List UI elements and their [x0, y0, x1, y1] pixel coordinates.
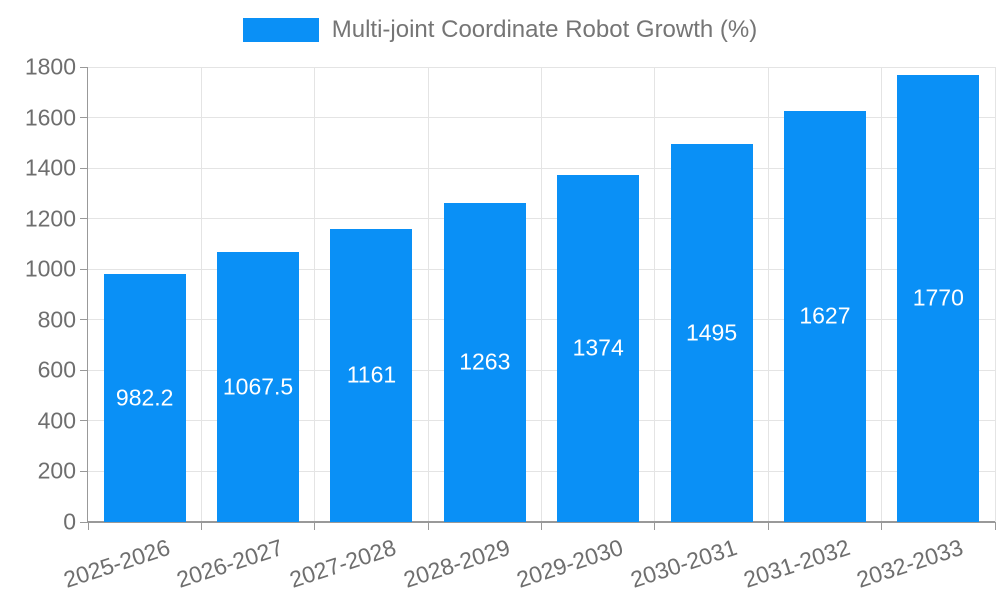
- bar[interactable]: [103, 273, 186, 522]
- gridline: [881, 67, 883, 522]
- y-axis-tick-label: 400: [37, 407, 76, 434]
- y-axis-tick: [80, 319, 88, 321]
- bar[interactable]: [557, 174, 640, 522]
- x-axis-line: [88, 521, 995, 523]
- x-axis-category-label-text: 2026-2027: [173, 534, 287, 593]
- legend-item[interactable]: Multi-joint Coordinate Robot Growth (%): [0, 16, 1000, 44]
- y-axis-tick-label: 0: [63, 508, 76, 535]
- gridline: [654, 67, 656, 522]
- gridline: [314, 67, 316, 522]
- y-axis-tick-label: 1600: [24, 104, 76, 131]
- x-axis-tick: [881, 522, 883, 530]
- x-axis-tick: [541, 522, 542, 530]
- x-axis-category-label-text: 2027-2028: [286, 534, 400, 593]
- x-axis-tick: [994, 522, 996, 530]
- y-axis-tick: [80, 268, 88, 270]
- x-axis-category-label-text: 2031-2032: [740, 534, 853, 593]
- y-axis-tick: [80, 218, 88, 220]
- x-axis-tick: [200, 522, 202, 530]
- x-axis-category-label-text: 2028-2029: [400, 534, 513, 593]
- x-axis-tick: [314, 522, 316, 530]
- x-axis-category-label-text: 2029-2030: [513, 534, 627, 593]
- legend-swatch-icon: [242, 18, 319, 42]
- y-axis-tick: [80, 167, 88, 169]
- y-axis-tick-label: 1400: [24, 154, 76, 181]
- y-axis-line: [87, 67, 88, 522]
- y-axis-tick-label: 600: [37, 356, 76, 383]
- y-axis-tick: [80, 420, 88, 422]
- y-axis-tick: [80, 521, 88, 523]
- bar[interactable]: [330, 228, 413, 522]
- y-axis-tick-label: 800: [37, 306, 76, 333]
- y-axis-tick: [80, 470, 88, 472]
- x-axis-tick: [767, 522, 769, 530]
- y-axis-tick-label: 1000: [24, 255, 76, 282]
- x-axis-tick: [427, 522, 429, 530]
- x-axis-category-label-text: 2032-2033: [853, 534, 967, 593]
- gridline: [767, 67, 769, 522]
- y-axis-tick: [80, 369, 88, 371]
- bar[interactable]: [217, 252, 300, 522]
- bar[interactable]: [443, 202, 526, 522]
- x-axis-tick: [87, 522, 89, 530]
- gridline: [994, 67, 996, 522]
- bar[interactable]: [670, 144, 753, 522]
- y-axis-tick-label: 200: [37, 457, 76, 484]
- bar[interactable]: [897, 74, 980, 522]
- y-axis-tick: [80, 66, 88, 68]
- y-axis-tick: [80, 117, 88, 119]
- x-axis-tick: [654, 522, 656, 530]
- x-axis-category-label-text: 2025-2026: [60, 534, 173, 593]
- gridline: [541, 67, 542, 522]
- gridline: [427, 67, 429, 522]
- x-axis-category-label-text: 2030-2031: [626, 534, 740, 593]
- bar[interactable]: [783, 110, 866, 522]
- y-axis-tick-label: 1200: [24, 205, 76, 232]
- y-axis-tick-label: 1800: [24, 53, 76, 80]
- legend-label: Multi-joint Coordinate Robot Growth (%): [331, 16, 758, 43]
- gridline: [200, 67, 202, 522]
